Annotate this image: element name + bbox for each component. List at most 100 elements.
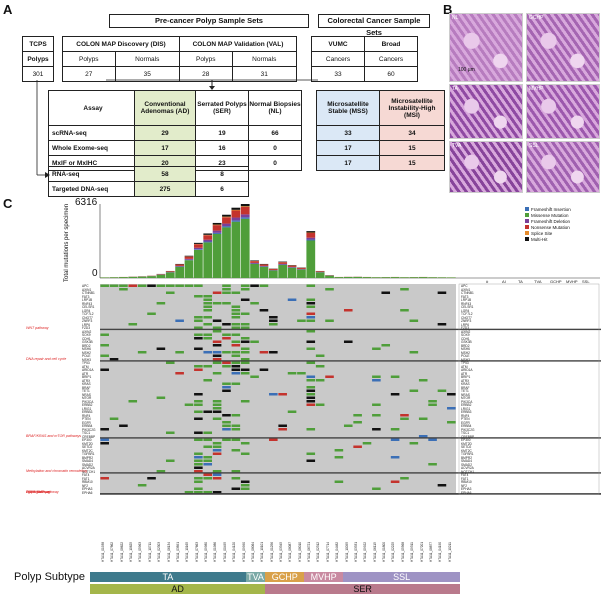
bar-segment [353, 276, 363, 278]
mutation-cell [231, 424, 241, 427]
mutation-cell [306, 347, 316, 350]
sample-label: HTA11_05963 [138, 541, 143, 562]
bar-segment [409, 277, 419, 278]
mutation-cell [372, 375, 381, 378]
nl-value: 66 [248, 125, 302, 141]
mutation-cell [428, 400, 437, 403]
histology-image-ssl: SSL [526, 141, 600, 193]
ad-value: 17 [134, 140, 196, 156]
gene-label-right: BMPR2 [461, 455, 472, 460]
mutation-cell [203, 298, 213, 301]
gene-label: FZD3 [82, 326, 90, 330]
mutation-cell [194, 347, 203, 350]
mutation-cell [231, 372, 241, 375]
bar-segment [203, 233, 213, 235]
histology-image-mvhp: MVHP [526, 84, 600, 139]
mutation-cell [203, 456, 213, 459]
sample-label: HTA11_10211 [447, 542, 452, 562]
mutation-cell [194, 295, 203, 298]
mutation-cell [194, 463, 203, 466]
mutation-cell [222, 333, 231, 336]
gene-label: GSK3B [82, 340, 93, 344]
gene-label: LRP6 [82, 322, 90, 327]
mutation-cell [231, 414, 241, 417]
mutation-cell [194, 400, 203, 403]
mutation-cell [390, 456, 400, 459]
gene-label: PTEN [82, 417, 91, 421]
bar-segment [231, 220, 241, 222]
sample-label: HTA11_07714 [325, 541, 330, 562]
bar-segment [259, 266, 269, 278]
crc-title: Colorectal Cancer Sample Sets [318, 14, 430, 37]
precancer-title: Pre-cancer Polyp Sample Sets [109, 14, 309, 28]
nl-header: Normal Biopsies (NL) [248, 90, 302, 126]
group-ad: AD [90, 584, 266, 594]
bar-segment [212, 224, 222, 226]
legend-swatch [525, 225, 529, 229]
gene-label: SMAD4 [82, 459, 93, 463]
mutation-cell [269, 351, 278, 354]
mutation-cell [203, 302, 213, 305]
matrix-col-header: SSL [582, 279, 590, 284]
mutation-cell [212, 372, 222, 375]
gene-label: BRIP1 [82, 375, 92, 379]
mutation-cell [212, 442, 222, 445]
gene-label: TP53 [82, 361, 90, 365]
gene-label-right: FZD3 [461, 326, 469, 330]
bar-segment [165, 271, 175, 272]
gene-label: PIK3CA [82, 399, 94, 404]
matrix-col-header: MVHP [566, 279, 578, 284]
mutation-cell [250, 284, 259, 287]
mutation-cell [353, 414, 362, 417]
mutation-cell [194, 487, 203, 490]
mutation-cell [390, 480, 400, 483]
gene-label-right: NOTCH1 [461, 469, 475, 474]
gene-label: NOTCH1 [82, 469, 96, 474]
gene-label-right: ZNRF3 [461, 319, 472, 323]
bar-segment [250, 260, 259, 261]
legend-swatch [525, 207, 529, 211]
gene-label: BMPR2 [82, 455, 93, 460]
mutation-cell [222, 291, 231, 294]
mutation-cell [212, 302, 222, 305]
row-label: scRNA-seq [48, 125, 135, 141]
mutation-cell [240, 400, 250, 403]
histology-label: SSL [529, 143, 539, 149]
mutation-cell [203, 333, 213, 336]
bar-segment [193, 244, 203, 248]
histology-label: MVHP [529, 86, 544, 92]
msi-header: Microsatellite Instability-High (MSI) [379, 90, 445, 126]
bar-segment [240, 206, 250, 215]
gene-label-right: KRAS [461, 382, 470, 386]
mutation-cell [203, 309, 213, 312]
bar-segment [446, 277, 456, 278]
bar-segment [315, 272, 325, 278]
mutation-cell [203, 379, 213, 382]
mutation-cell [194, 477, 203, 480]
bar-segment [100, 277, 110, 278]
mutation-cell [231, 382, 241, 385]
connector-arrows [36, 79, 318, 178]
mutation-cell [109, 417, 119, 420]
pathway-label: BRAF/KRAS and mTOR pathways [26, 434, 82, 438]
val-n-normals: 31 [231, 66, 297, 82]
gene-label-right: RNF43 [461, 301, 472, 306]
gene-label-right: POLE [461, 354, 470, 358]
mss-value: 17 [316, 155, 380, 171]
mutation-cell [147, 477, 156, 480]
gene-label-right: LRP6 [461, 322, 469, 327]
bar-segment [193, 247, 203, 250]
gene-label-right: SMAD2 [461, 462, 472, 467]
sample-label: HTA11_06721 [307, 541, 312, 562]
mutation-cell [278, 428, 287, 431]
bar-segment [175, 265, 185, 267]
mutation-cell [203, 305, 213, 308]
bar-segment [222, 216, 231, 218]
gene-label: ATRX [82, 378, 91, 383]
mutation-cell [259, 368, 269, 371]
bar-segment [231, 221, 241, 278]
mutation-cell [343, 309, 353, 312]
bar-segment [306, 231, 316, 233]
bar-segment [418, 277, 428, 278]
sample-label: HTA11_07862 [110, 541, 115, 562]
